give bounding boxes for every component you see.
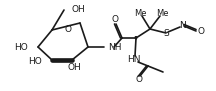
Text: Me: Me <box>156 8 168 17</box>
Text: O: O <box>111 15 119 24</box>
Text: Me: Me <box>134 8 146 17</box>
Text: O: O <box>65 25 71 34</box>
Text: NH: NH <box>108 42 121 52</box>
Text: O: O <box>135 76 143 85</box>
Text: HN: HN <box>127 56 141 65</box>
Text: HO: HO <box>14 42 28 52</box>
Text: N: N <box>179 21 185 30</box>
Text: HO: HO <box>28 57 42 66</box>
Text: OH: OH <box>67 63 81 72</box>
Text: O: O <box>197 26 205 35</box>
Text: S: S <box>163 28 169 37</box>
Text: OH: OH <box>72 4 86 13</box>
